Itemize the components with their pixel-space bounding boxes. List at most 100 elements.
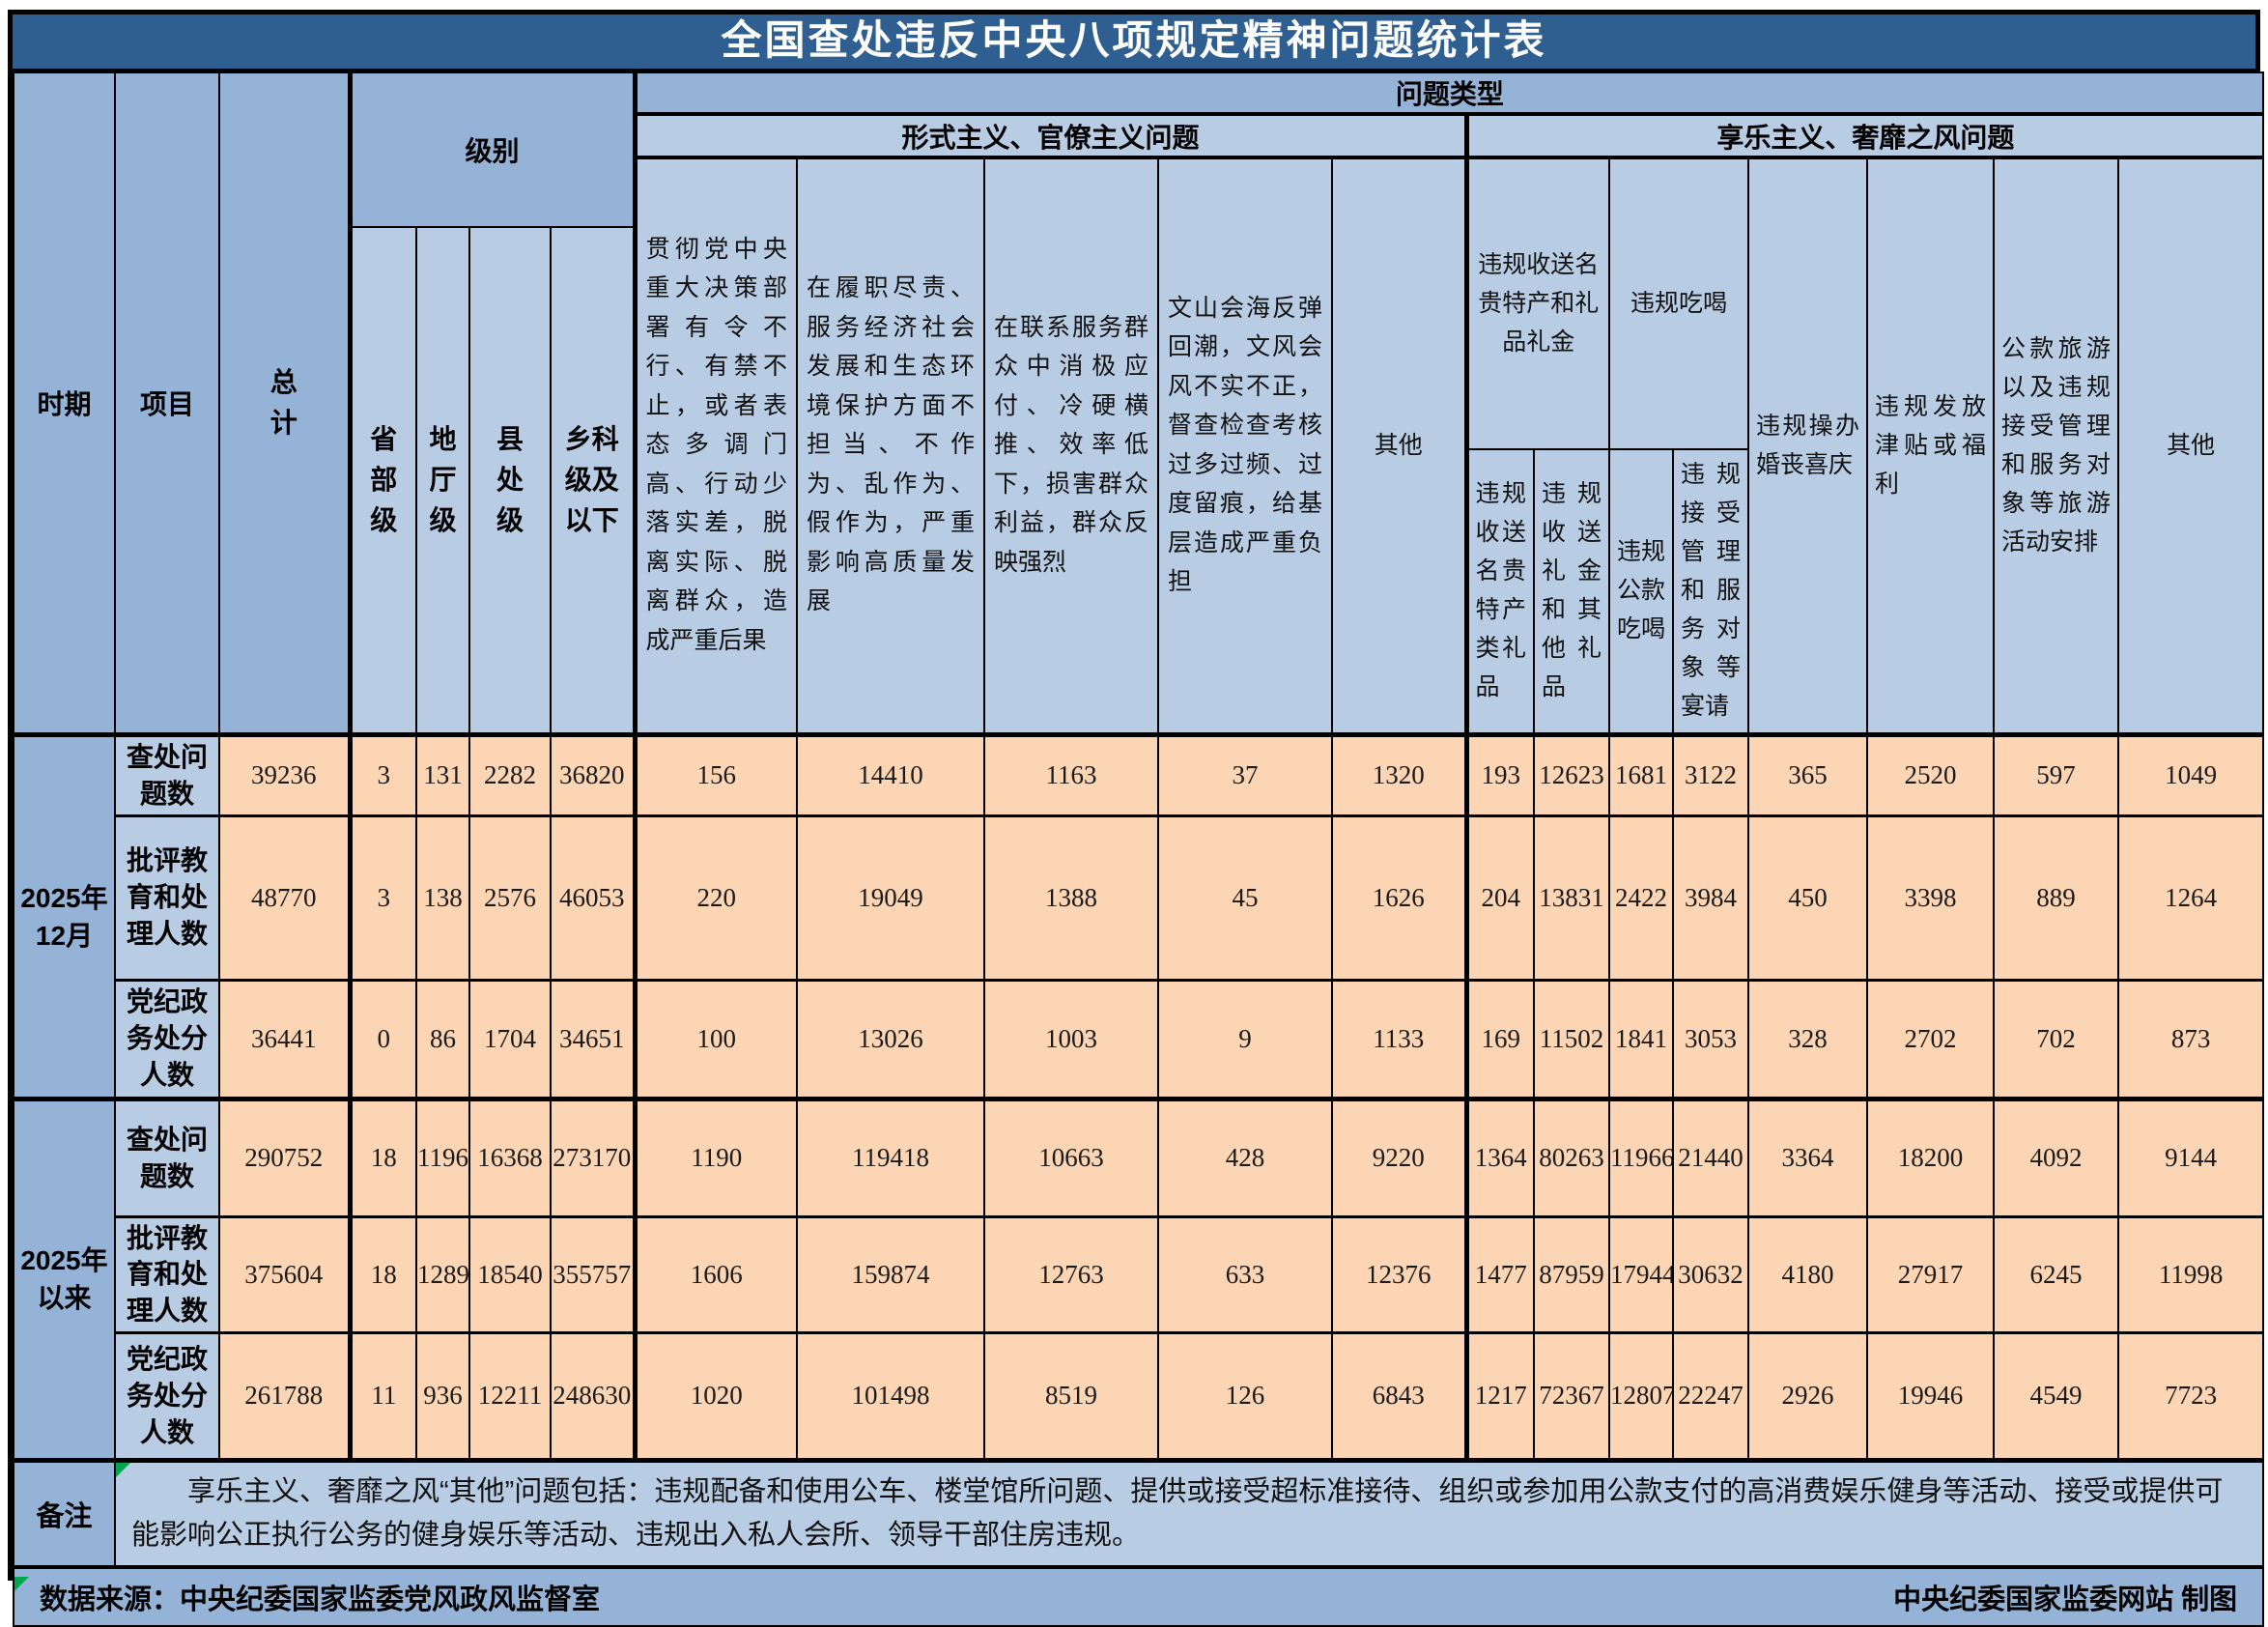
data-cell: 193: [1463, 732, 1536, 817]
data-cell: 72367: [1533, 1330, 1611, 1462]
data-cell: 1217: [1463, 1330, 1536, 1462]
row-label: 批评教育和处理人数: [114, 814, 220, 982]
data-cell: 355757: [549, 1214, 637, 1334]
data-cell: 46053: [549, 814, 637, 982]
data-cell: 9220: [1331, 1096, 1468, 1218]
data-cell: 12211: [468, 1330, 552, 1462]
data-cell: 1606: [632, 1214, 799, 1334]
data-cell: 18: [347, 1096, 417, 1218]
data-cell: 87959: [1533, 1214, 1611, 1334]
col-header-wedding-funeral: 违规操办婚丧喜庆: [1747, 157, 1869, 736]
table-row: 2025年 12月 查处问题数 39236 3 131 2282 36820 156 14410 1…: [13, 732, 2265, 1100]
data-cell: 22247: [1672, 1330, 1750, 1462]
data-cell: 204: [1463, 814, 1536, 982]
data-cell: 1049: [2117, 732, 2265, 817]
data-cell: 261788: [218, 1330, 351, 1462]
data-cell: 290752: [218, 1096, 351, 1218]
data-cell: 30632: [1672, 1214, 1750, 1334]
data-cell: 2576: [468, 814, 552, 982]
data-cell: 156: [632, 732, 799, 817]
credit-text: 中央纪委国家监委网站 制图: [1893, 1584, 2238, 1615]
data-cell: 1163: [983, 732, 1160, 817]
data-cell: 13831: [1533, 814, 1611, 982]
data-cell: 138: [415, 814, 470, 982]
table-row: 党纪政务处分人数 261788 11 936 12211 248630 1020 101498…: [14, 1330, 2265, 1462]
data-cell: 34651: [549, 978, 637, 1100]
col-header-dining-banquet: 违规接受管理和服务对象等宴请: [1672, 448, 1750, 736]
row-label: 查处问题数: [114, 1096, 220, 1218]
data-cell: 4180: [1747, 1214, 1869, 1334]
data-cell: 12763: [983, 1214, 1160, 1334]
data-cell: 450: [1747, 814, 1869, 982]
col-group-level: 级别: [347, 71, 637, 228]
remark-row: 备注 享乐主义、奢靡之风“其他”问题包括：违规配备和使用公车、楼堂馆所问题、提供…: [13, 1457, 2265, 1568]
data-cell: 220: [632, 814, 799, 982]
data-cell: 2520: [1866, 732, 1996, 817]
data-cell: 48770: [218, 814, 351, 982]
data-cell: 1190: [632, 1096, 799, 1218]
data-cell: 2282: [468, 732, 552, 817]
data-cell: 1841: [1608, 978, 1675, 1100]
table-row: 2025年 以来 查处问题数 290752 18 1196 16368 273170 1190 1…: [13, 1096, 2265, 1462]
col-header-dining-public-funds: 违规公款吃喝: [1608, 448, 1675, 736]
data-cell: 4549: [1993, 1330, 2120, 1462]
data-cell: 2422: [1608, 814, 1675, 982]
data-cell: 45: [1157, 814, 1334, 982]
col-header-level-township: 乡科级及以下: [549, 226, 637, 736]
data-cell: 4092: [1993, 1096, 2120, 1218]
statistics-table-page: 全国查处违反中央八项规定精神问题统计表 时期 项目 总计 级别 问题类型 形式主…: [8, 10, 2265, 1627]
data-cell: 1264: [2117, 814, 2265, 982]
header-row-detail-top: 贯彻党中央重大决策部署有令不行、有禁不止，或者表态多调门高、行动少落实差，脱离实…: [14, 157, 2265, 736]
data-cell: 248630: [549, 1330, 637, 1462]
header-row-category-groups: 形式主义、官僚主义问题 享乐主义、奢靡之风问题: [14, 113, 2265, 159]
col-header-period: 时期: [13, 71, 116, 736]
statistics-table: 时期 项目 总计 级别 问题类型 形式主义、官僚主义问题 享乐主义、奢靡之风问题…: [12, 71, 2265, 1627]
data-cell: 12623: [1533, 732, 1611, 817]
data-cell: 19946: [1866, 1330, 1996, 1462]
data-cell: 36820: [549, 732, 637, 817]
data-cell: 12807: [1608, 1330, 1675, 1462]
header-row-problem-type: 时期 项目 总计 级别 问题类型: [13, 71, 2265, 736]
data-cell: 1020: [632, 1330, 799, 1462]
data-cell: 3: [347, 814, 417, 982]
data-cell: 3053: [1672, 978, 1750, 1100]
data-cell: 889: [1993, 814, 2120, 982]
data-cell: 17944: [1608, 1214, 1675, 1334]
data-cell: 169: [1463, 978, 1536, 1100]
data-cell: 6843: [1331, 1330, 1468, 1462]
col-header-gifts-specialty: 违规收送名贵特产类礼品: [1463, 448, 1536, 736]
data-cell: 428: [1157, 1096, 1334, 1218]
data-cell: 1704: [468, 978, 552, 1100]
data-cell: 3364: [1747, 1096, 1869, 1218]
col-header-formalism-1: 贯彻党中央重大决策部署有令不行、有禁不止，或者表态多调门高、行动少落实差，脱离实…: [632, 157, 799, 736]
col-header-gifts-cash: 违规收送礼金和其他礼品: [1533, 448, 1611, 736]
header-row-sub-categories: 违规收送名贵特产类礼品 违规收送礼金和其他礼品 违规公款吃喝 违规接受管理和服务…: [14, 448, 2263, 736]
data-cell: 1320: [1331, 732, 1468, 817]
data-cell: 119418: [796, 1096, 986, 1218]
footer-row: 数据来源：中央纪委国家监委党风政风监督室 中央纪委国家监委网站 制图: [12, 1564, 2265, 1627]
period-cell: 2025年 12月: [13, 732, 116, 1100]
data-source-text: 数据来源：中央纪委国家监委党风政风监督室: [40, 1584, 601, 1615]
data-cell: 18200: [1866, 1096, 1996, 1218]
col-group-dining: 违规吃喝: [1608, 157, 1750, 450]
col-header-item: 项目: [114, 71, 220, 736]
col-header-formalism-4: 文山会海反弹回潮，文风会风不实不正，督查检查考核过多过频、过度留痕，给基层造成严…: [1157, 157, 1334, 736]
col-header-hedonism-other: 其他: [2117, 157, 2265, 736]
data-cell: 11: [347, 1330, 417, 1462]
col-header-public-travel: 公款旅游以及违规接受管理和服务对象等旅游活动安排: [1993, 157, 2120, 736]
data-cell: 159874: [796, 1214, 986, 1334]
col-header-formalism-2: 在履职尽责、服务经济社会发展和生态环境保护方面不担当、不作为、乱作为、假作为，严…: [796, 157, 986, 736]
excel-error-indicator-icon: [15, 1576, 29, 1591]
data-cell: 12376: [1331, 1214, 1468, 1334]
data-cell: 13026: [796, 978, 986, 1100]
data-cell: 597: [1993, 732, 2120, 817]
data-cell: 18540: [468, 1214, 552, 1334]
data-cell: 11966: [1608, 1096, 1675, 1218]
data-cell: 7723: [2117, 1330, 2265, 1462]
footer-bar: 数据来源：中央纪委国家监委党风政风监督室 中央纪委国家监委网站 制图: [12, 1564, 2265, 1627]
data-cell: 365: [1747, 732, 1869, 817]
remark-label: 备注: [13, 1457, 116, 1568]
period-cell: 2025年 以来: [13, 1096, 116, 1462]
col-header-level-prefecture: 地厅级: [415, 226, 470, 736]
data-cell: 18: [347, 1214, 417, 1334]
